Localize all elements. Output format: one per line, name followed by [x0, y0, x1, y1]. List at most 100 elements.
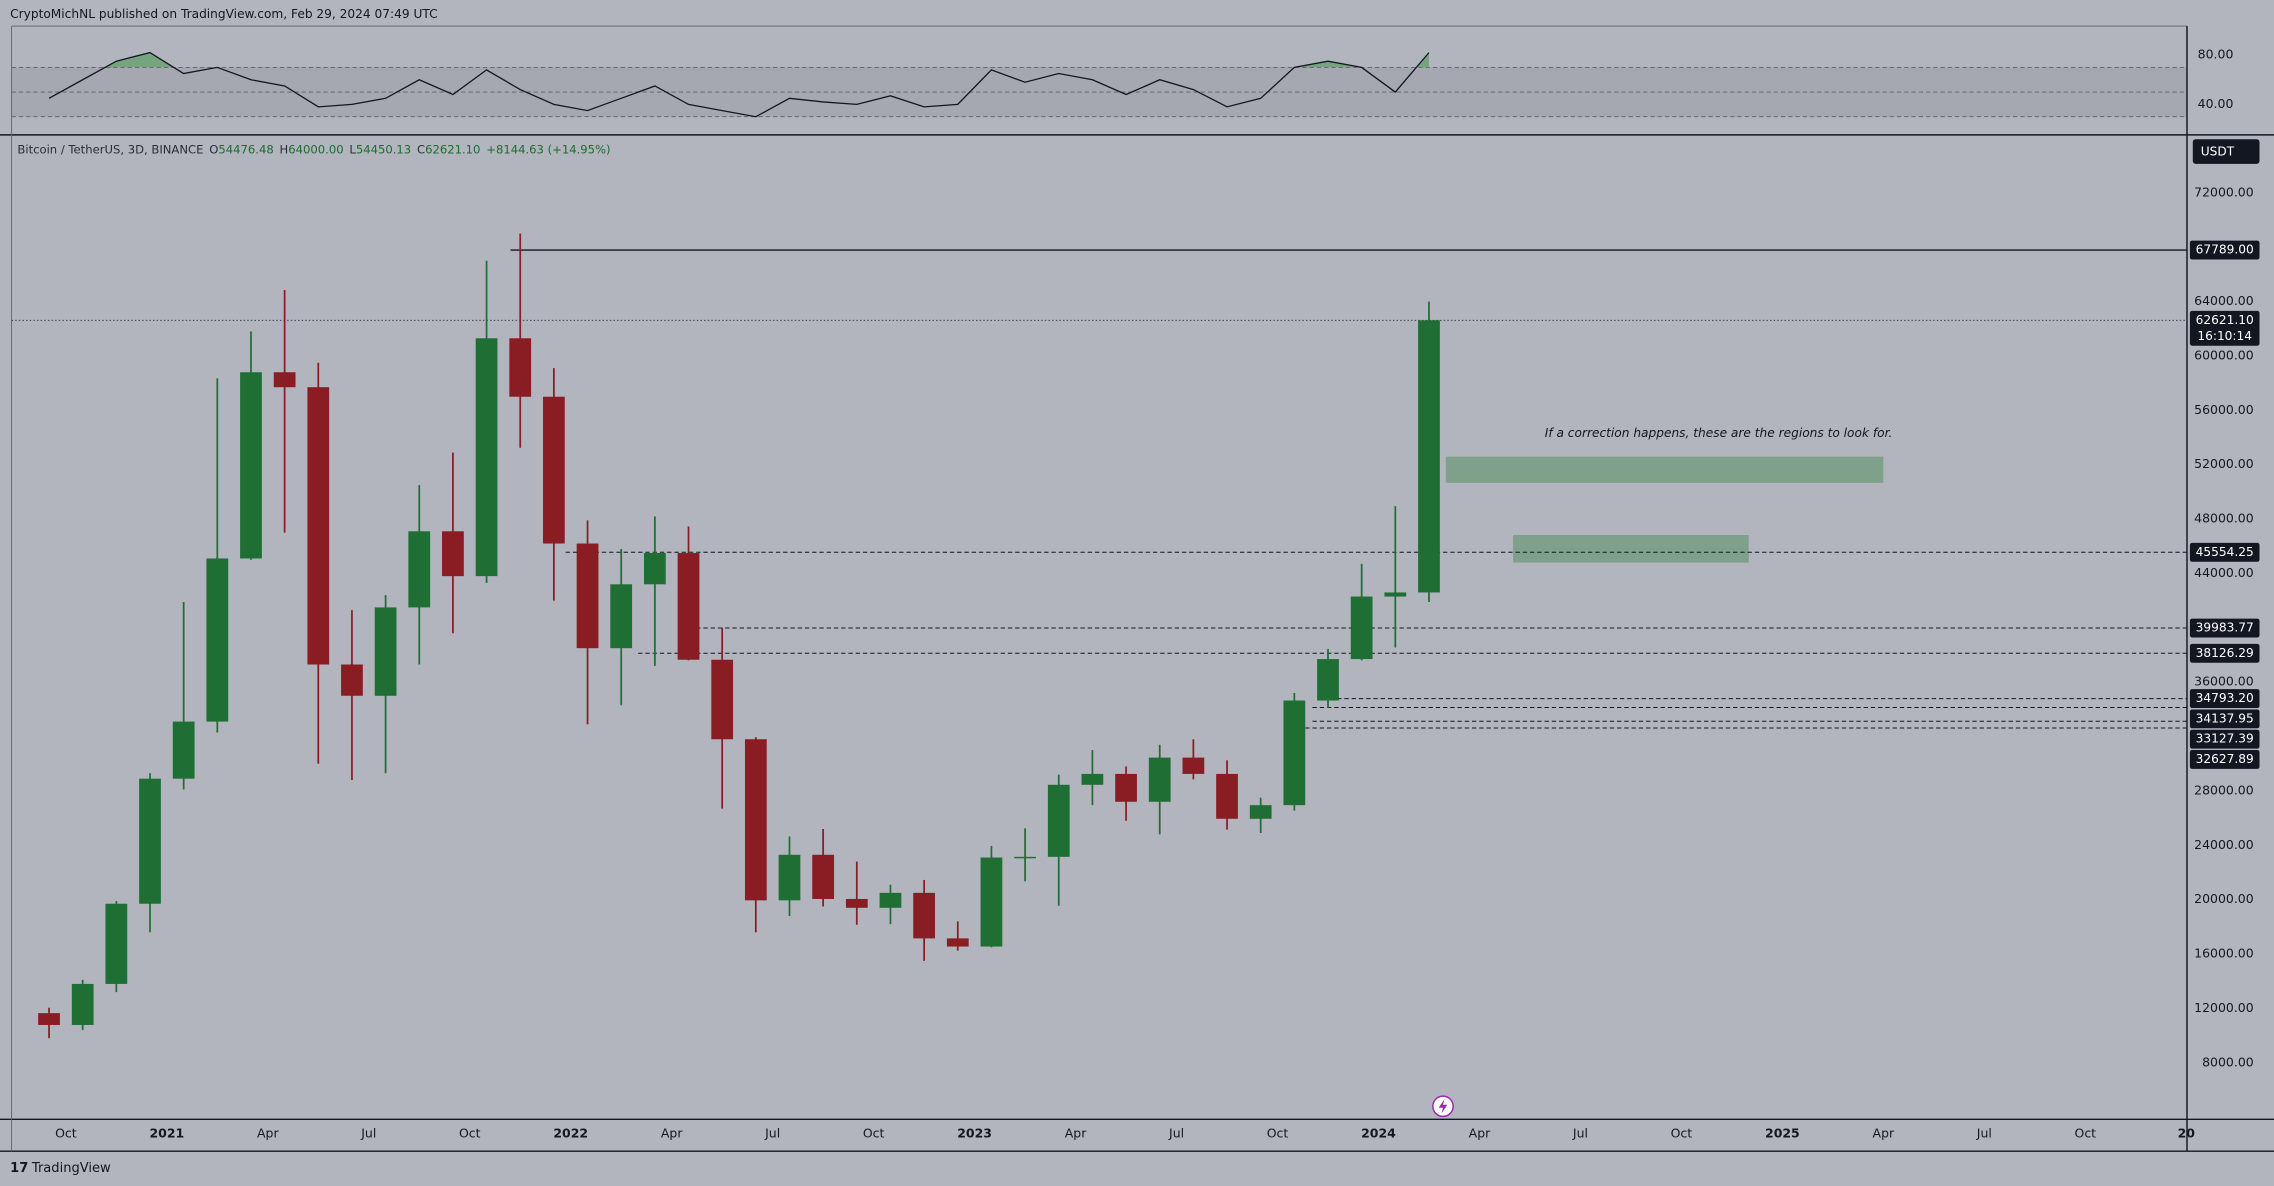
- candle-body: [1384, 592, 1407, 597]
- level-label: 34137.95: [2196, 711, 2254, 725]
- level-label-box: [2189, 240, 2260, 260]
- level-label: 33127.39: [2196, 732, 2254, 746]
- candle-body: [1418, 320, 1440, 593]
- x-tick-label: Jul: [1572, 1125, 1588, 1140]
- legend-value: 54476.48: [218, 142, 273, 156]
- x-tick-label: Jul: [360, 1125, 376, 1140]
- level-label-box: [2189, 709, 2260, 729]
- candle-body: [576, 543, 599, 649]
- candle-body: [1047, 784, 1070, 857]
- currency-box[interactable]: [2192, 139, 2260, 164]
- level-label: 34793.20: [2196, 691, 2254, 705]
- x-tick-label: Apr: [1873, 1125, 1895, 1140]
- candle-body: [845, 898, 868, 908]
- replay-icon-bolt: [1438, 1099, 1448, 1114]
- candle-body: [105, 903, 128, 984]
- x-tick-label: 2025: [1765, 1125, 1800, 1140]
- candle-body: [172, 721, 195, 779]
- candle-body: [1283, 700, 1306, 806]
- candle-body: [1317, 659, 1339, 701]
- level-label-box: [2189, 729, 2260, 749]
- candle-body: [744, 739, 767, 901]
- x-tick-label: Oct: [2075, 1125, 2097, 1140]
- legend-key: L: [349, 142, 356, 156]
- x-tick-label: 20: [2178, 1125, 2196, 1140]
- candle-body: [1081, 773, 1104, 785]
- candle-body: [341, 664, 363, 696]
- level-label-box: [2189, 643, 2260, 663]
- rsi-tick-label: 80.00: [2198, 47, 2234, 62]
- symbol-legend: Bitcoin / TetherUS, 3D, BINANCE O54476.48…: [17, 142, 610, 156]
- level-label: 39983.77: [2196, 621, 2254, 635]
- candle-body: [913, 892, 935, 939]
- candle-body: [139, 778, 161, 904]
- level-label: 32627.89: [2196, 752, 2254, 766]
- footer-brand: TradingView: [31, 1161, 111, 1176]
- target-zone: [1445, 456, 1884, 483]
- candle-body: [206, 558, 229, 722]
- candle-body: [812, 854, 835, 899]
- candle-body: [374, 607, 397, 696]
- legend-key: O: [209, 142, 218, 156]
- x-tick-label: Jul: [764, 1125, 780, 1140]
- x-tick-label: Jul: [1976, 1125, 1992, 1140]
- x-tick-label: Jul: [1168, 1125, 1184, 1140]
- candle-body: [879, 892, 902, 908]
- candle-body: [980, 857, 1003, 947]
- x-tick-label: Apr: [661, 1125, 683, 1140]
- candle-body: [946, 938, 969, 947]
- candle-body: [475, 338, 498, 577]
- x-tick-label: Oct: [459, 1125, 481, 1140]
- candle-body: [1148, 757, 1171, 802]
- candle-body: [442, 531, 464, 577]
- currency-label[interactable]: USDT: [2201, 145, 2235, 159]
- x-tick-label: Apr: [257, 1125, 279, 1140]
- candle-body: [1014, 856, 1036, 859]
- candle-body: [1249, 805, 1272, 819]
- candle-body: [240, 372, 262, 559]
- level-label-box: [2189, 689, 2260, 708]
- candle-body: [711, 659, 734, 740]
- y-tick-label: 52000.00: [2194, 456, 2254, 471]
- logo-mark: 𝟭𝟳: [10, 1161, 28, 1176]
- rsi-line: [48, 51, 1430, 118]
- y-tick-label: 12000.00: [2194, 1000, 2254, 1015]
- x-tick-label: Oct: [1267, 1125, 1289, 1140]
- publish-header: CryptoMichNL published on TradingView.co…: [10, 7, 437, 21]
- candle-body: [543, 396, 565, 544]
- rsi-pane: [11, 51, 2187, 118]
- annotation: If a correction happens, these are the r…: [1545, 426, 1893, 440]
- legend-key: H: [280, 142, 289, 156]
- candle-body: [307, 387, 330, 665]
- legend-key: C: [417, 142, 425, 156]
- last-price-label: 62621.10: [2196, 313, 2254, 327]
- candle-body: [1115, 773, 1137, 802]
- candle-body: [1350, 596, 1373, 660]
- x-tick-label: 2021: [149, 1125, 184, 1140]
- candle-body: [509, 338, 532, 397]
- y-tick-label: 48000.00: [2194, 511, 2254, 526]
- candle-body: [273, 372, 296, 388]
- y-tick-label: 64000.00: [2194, 293, 2254, 308]
- x-tick-label: Oct: [55, 1125, 77, 1140]
- legend-change: +8144.63 (+14.95%): [486, 142, 610, 156]
- target-zone: [1513, 535, 1749, 563]
- axes: 72000.00 64000.00 60000.00 56000.00 52000.00…: [55, 47, 2260, 1140]
- level-label-box: [2189, 618, 2260, 638]
- y-tick-label: 8000.00: [2202, 1054, 2254, 1069]
- candle-body: [677, 553, 700, 660]
- legend-value: 64000.00: [288, 142, 343, 156]
- y-tick-label: 20000.00: [2194, 891, 2254, 906]
- candle-body: [643, 553, 666, 585]
- x-tick-label: Oct: [1671, 1125, 1693, 1140]
- y-tick-label: 24000.00: [2194, 837, 2254, 852]
- y-tick-label: 44000.00: [2194, 565, 2254, 580]
- candle-body: [408, 531, 431, 608]
- x-tick-label: 2022: [553, 1125, 588, 1140]
- symbol: Bitcoin / TetherUS, 3D, BINANCE: [17, 142, 203, 156]
- x-tick-label: 2023: [957, 1125, 992, 1140]
- level-label-box: [2189, 750, 2260, 769]
- candle-body: [610, 584, 633, 649]
- y-tick-label: 72000.00: [2194, 184, 2254, 199]
